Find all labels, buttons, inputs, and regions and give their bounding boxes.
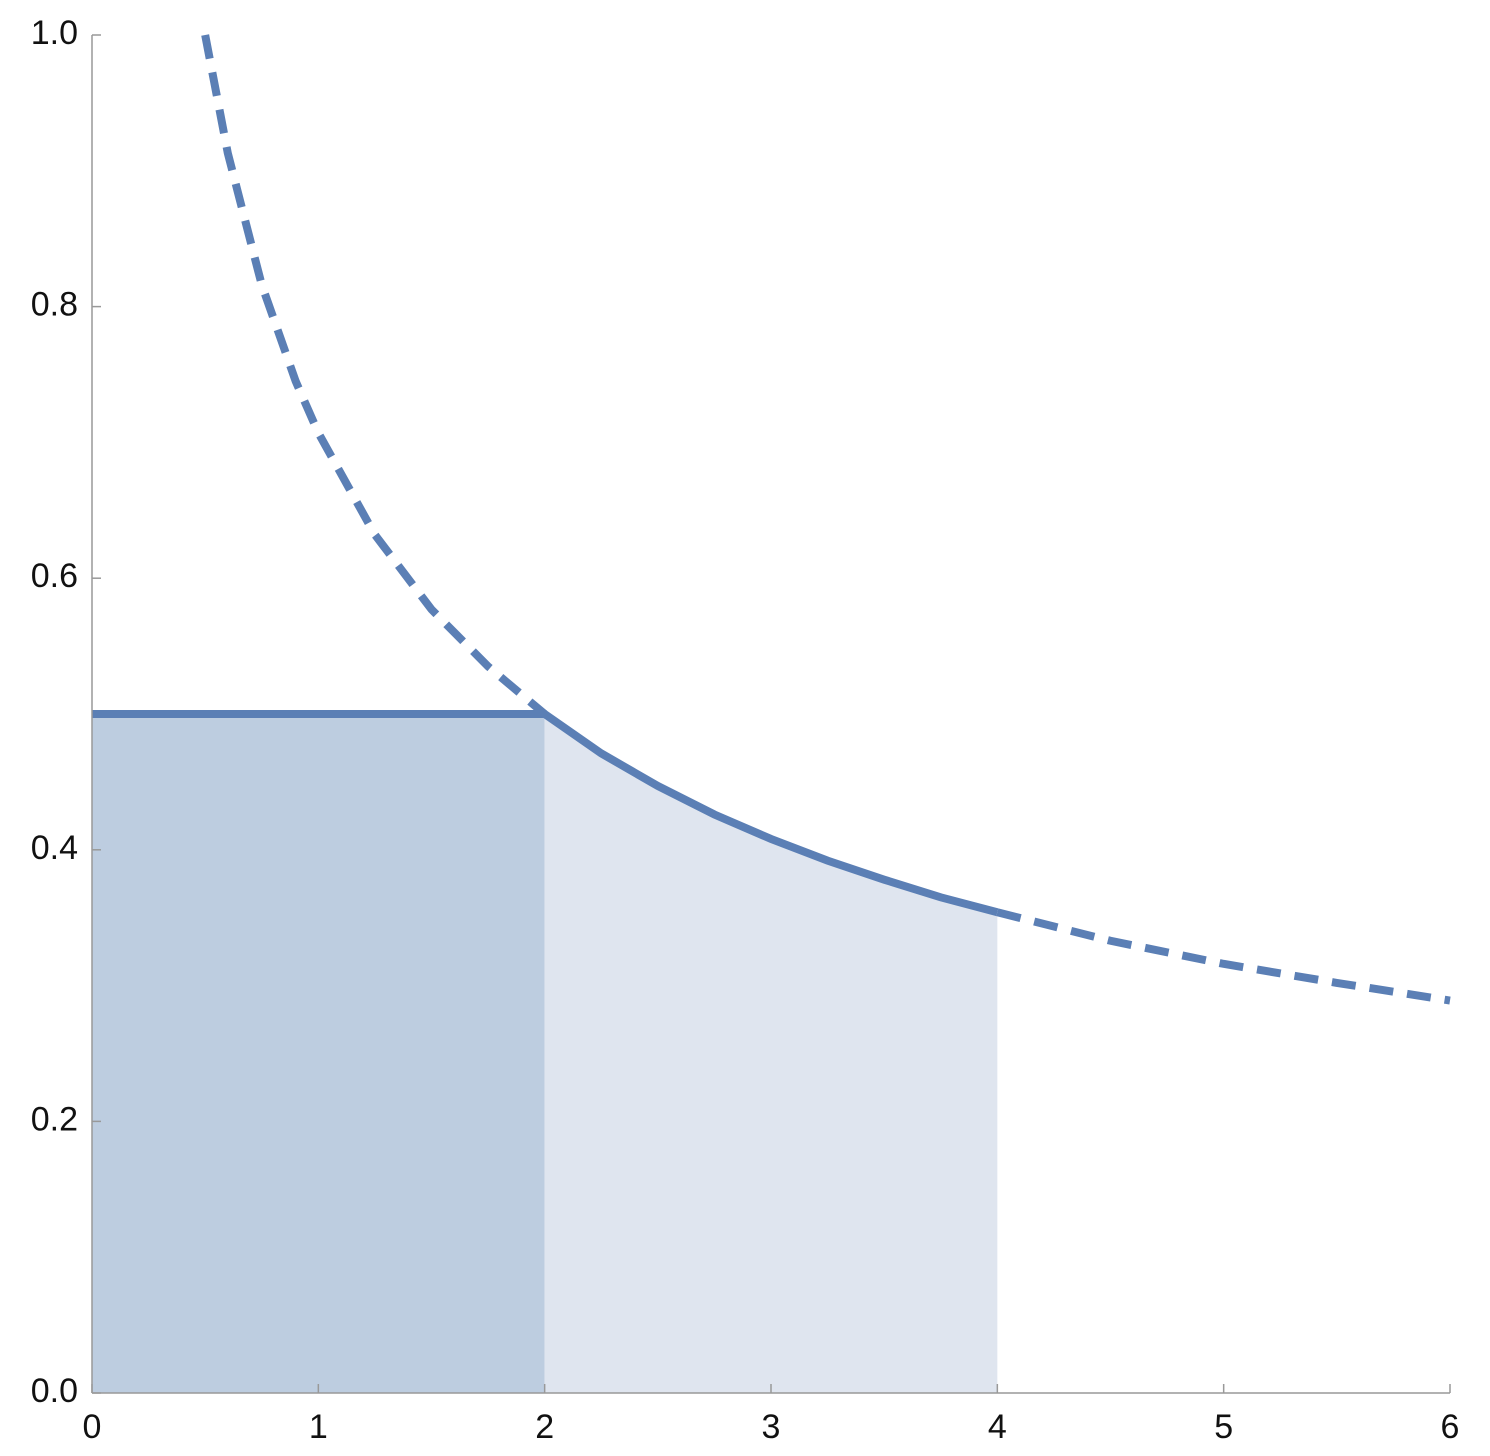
solid-curve — [92, 710, 999, 917]
y-tick-label: 1.0 — [31, 14, 78, 52]
area — [92, 714, 545, 1393]
x-tick-label: 4 — [988, 1408, 1007, 1446]
x-tick-label: 1 — [309, 1408, 328, 1446]
y-tick-label: 0.8 — [31, 286, 78, 324]
y-tick-label: 0.6 — [31, 557, 78, 595]
x-tick-label: 2 — [535, 1408, 554, 1446]
dashed-curve — [201, 34, 1451, 1005]
y-tick-label: 0.2 — [31, 1100, 78, 1138]
y-tick-label: 0.0 — [31, 1372, 78, 1410]
y-tick-label: 0.4 — [31, 829, 78, 867]
x-tick-label: 5 — [1214, 1408, 1233, 1446]
x-tick-label: 0 — [83, 1408, 102, 1446]
area — [544, 714, 998, 1393]
x-tick-label: 6 — [1441, 1408, 1460, 1446]
x-tick-label: 3 — [762, 1408, 781, 1446]
